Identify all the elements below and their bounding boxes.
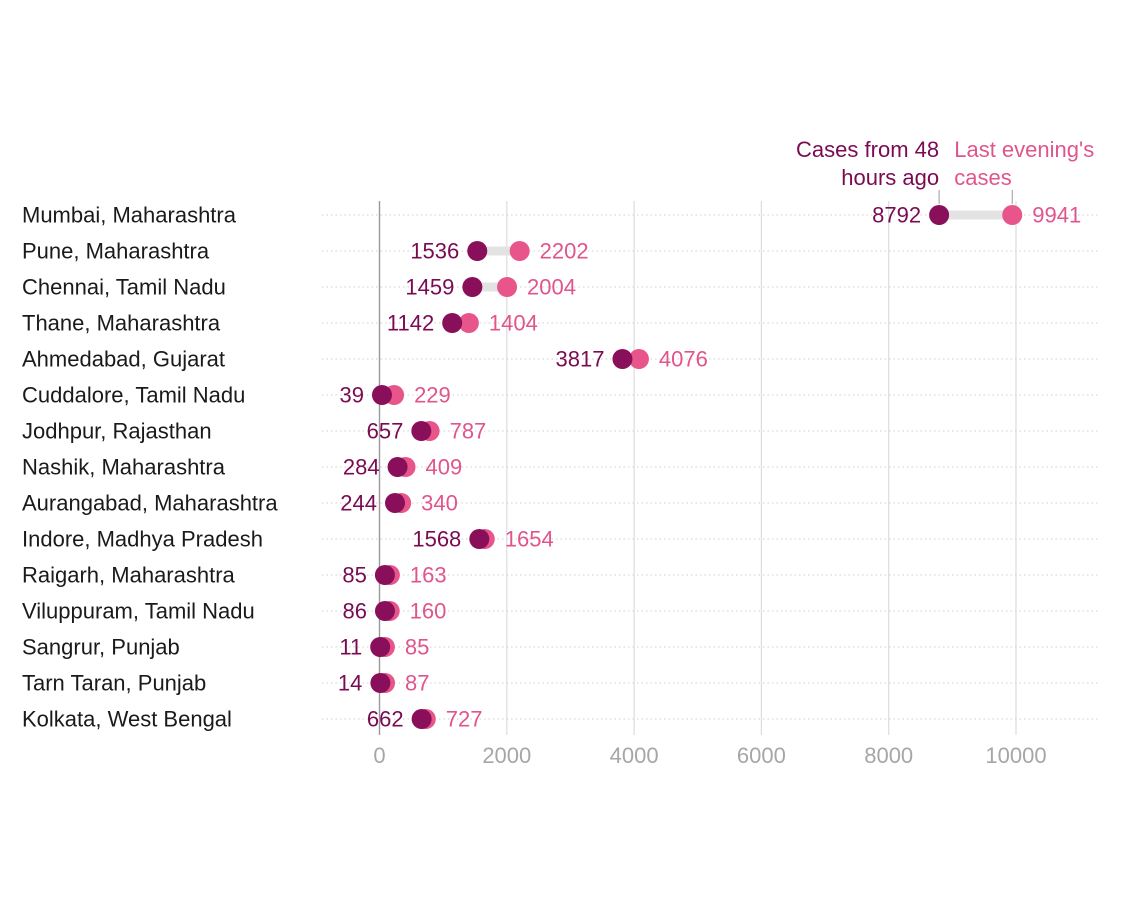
row-layer: Mumbai, Maharashtra Pune, Maharashtra Chen… [22, 203, 1100, 732]
x-tick-label: 2000 [482, 743, 531, 768]
x-tick-label: 6000 [737, 743, 786, 768]
row-label: Indore, Madhya Pradesh [22, 527, 263, 552]
dot-48h-ago [370, 673, 391, 693]
dot-48h-ago [385, 493, 406, 513]
row-label: Thane, Maharashtra [22, 311, 221, 336]
value-label-48h-ago: 244 [340, 491, 377, 516]
dot-48h-ago [469, 529, 490, 549]
value-label-last-evening: 2004 [527, 275, 576, 300]
legend: Cases from 48 hours ago Last evening's case… [796, 137, 1094, 204]
dot-48h-ago [370, 637, 391, 657]
value-label-48h-ago: 284 [343, 455, 380, 480]
value-label-last-evening: 9941 [1032, 203, 1081, 228]
value-label-48h-ago: 8792 [872, 203, 921, 228]
value-label-last-evening: 727 [446, 707, 483, 732]
value-label-48h-ago: 662 [367, 707, 404, 732]
dot-48h-ago [371, 385, 392, 405]
legend-label-48h-ago: Cases from 48 [796, 137, 939, 162]
value-label-48h-ago: 1142 [387, 311, 434, 336]
value-label-last-evening: 163 [410, 563, 447, 588]
row-label: Mumbai, Maharashtra [22, 203, 237, 228]
dot-48h-ago [411, 709, 432, 729]
legend-label-48h-ago: hours ago [841, 165, 939, 190]
dot-last-evening [509, 241, 530, 261]
value-label-last-evening: 1654 [505, 527, 554, 552]
value-label-48h-ago: 14 [338, 671, 362, 696]
row-label: Jodhpur, Rajasthan [22, 419, 212, 444]
dot-48h-ago [374, 565, 395, 585]
dot-last-evening [628, 349, 649, 369]
row-label: Ahmedabad, Gujarat [22, 347, 225, 372]
value-label-48h-ago: 1568 [412, 527, 461, 552]
value-label-48h-ago: 1536 [410, 239, 459, 264]
row-label: Sangrur, Punjab [22, 635, 180, 660]
value-label-last-evening: 787 [450, 419, 487, 444]
row-label: Pune, Maharashtra [22, 239, 210, 264]
x-tick-label: 8000 [864, 743, 913, 768]
value-label-48h-ago: 86 [342, 599, 366, 624]
dot-48h-ago [467, 241, 488, 261]
value-label-last-evening: 85 [405, 635, 429, 660]
dot-last-evening [458, 313, 479, 333]
value-label-last-evening: 1404 [489, 311, 538, 336]
dot-last-evening [1002, 205, 1023, 225]
value-label-last-evening: 160 [410, 599, 447, 624]
x-tick-label: 10000 [985, 743, 1046, 768]
dot-48h-ago [387, 457, 408, 477]
value-label-last-evening: 2202 [540, 239, 589, 264]
value-label-last-evening: 340 [421, 491, 458, 516]
legend-label-last-evening: cases [954, 165, 1011, 190]
row-label: Raigarh, Maharashtra [22, 563, 236, 588]
mark-layer: 8792 9941 1536 2202 1459 2004 1142 1404 3817 4076… [338, 203, 1081, 732]
row-label: Aurangabad, Maharashtra [22, 491, 278, 516]
value-label-48h-ago: 85 [342, 563, 366, 588]
value-label-last-evening: 229 [414, 383, 451, 408]
x-tick-label: 0 [373, 743, 385, 768]
dot-48h-ago [929, 205, 950, 225]
value-label-last-evening: 409 [426, 455, 463, 480]
dot-last-evening [497, 277, 518, 297]
dot-48h-ago [612, 349, 633, 369]
value-label-48h-ago: 1459 [405, 275, 454, 300]
row-label: Viluppuram, Tamil Nadu [22, 599, 255, 624]
dot-48h-ago [374, 601, 395, 621]
value-label-48h-ago: 11 [339, 635, 362, 660]
value-label-last-evening: 87 [405, 671, 429, 696]
legend-label-last-evening: Last evening's [954, 137, 1094, 162]
row-label: Tarn Taran, Punjab [22, 671, 206, 696]
dot-48h-ago [411, 421, 432, 441]
row-label: Chennai, Tamil Nadu [22, 275, 226, 300]
x-axis-ticks: 0 2000 4000 6000 8000 10000 [373, 743, 1046, 768]
row-label: Nashik, Maharashtra [22, 455, 226, 480]
row-label: Kolkata, West Bengal [22, 707, 232, 732]
value-label-48h-ago: 3817 [555, 347, 604, 372]
value-label-48h-ago: 657 [367, 419, 404, 444]
x-tick-label: 4000 [610, 743, 659, 768]
value-label-last-evening: 4076 [659, 347, 708, 372]
dot-48h-ago [462, 277, 483, 297]
row-label: Cuddalore, Tamil Nadu [22, 383, 245, 408]
value-label-48h-ago: 39 [339, 383, 363, 408]
dot-48h-ago [442, 313, 463, 333]
